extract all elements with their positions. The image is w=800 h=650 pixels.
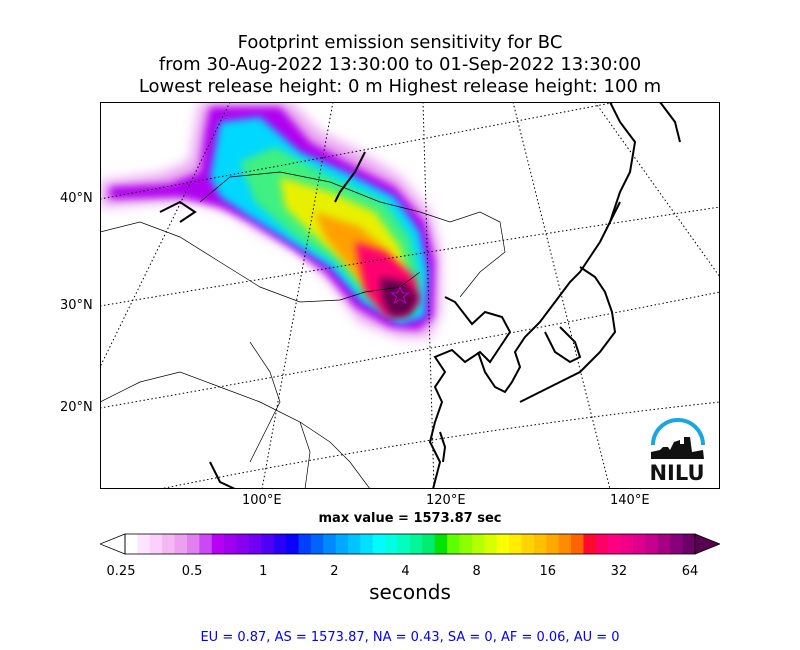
colorbar-segment bbox=[236, 534, 250, 554]
colorbar-unit-label: seconds bbox=[369, 580, 451, 604]
lat-label-20n: 20°N bbox=[60, 400, 93, 415]
colorbar-segment bbox=[533, 534, 547, 554]
colorbar-segment bbox=[496, 534, 510, 554]
colorbar-segment bbox=[248, 534, 262, 554]
colorbar-segment bbox=[521, 534, 535, 554]
colorbar-tick-label: 64 bbox=[681, 564, 699, 579]
colorbar-segment bbox=[471, 534, 485, 554]
colorbar-tick-label: 2 bbox=[330, 564, 339, 579]
country-borders bbox=[100, 171, 506, 489]
lat-label-40n: 40°N bbox=[60, 191, 93, 206]
colorbar-segment bbox=[633, 534, 646, 554]
colorbar-segment bbox=[372, 534, 386, 554]
logo-text: NILU bbox=[649, 461, 704, 485]
colorbar-segment bbox=[310, 534, 324, 554]
region-stats: EU = 0.87, AS = 1573.87, NA = 0.43, SA =… bbox=[200, 630, 620, 645]
colorbar-segment bbox=[335, 534, 349, 554]
coastlines bbox=[159, 102, 681, 489]
colorbar-tick-label: 0.25 bbox=[106, 564, 136, 579]
lat-label-30n: 30°N bbox=[60, 298, 93, 313]
colorbar-segment bbox=[645, 534, 659, 554]
nilu-logo: NILU bbox=[649, 418, 705, 485]
colorbar-segment bbox=[447, 534, 461, 554]
release-site-star-icon bbox=[390, 285, 410, 305]
colorbar-segment bbox=[410, 534, 423, 554]
colorbar-segment bbox=[385, 534, 399, 554]
colorbar-segment bbox=[397, 534, 411, 554]
colorbar-segment bbox=[509, 534, 523, 554]
colorbar-segment bbox=[571, 534, 584, 554]
colorbar-segment bbox=[620, 534, 634, 554]
colorbar-segment bbox=[360, 534, 374, 554]
colorbar bbox=[100, 533, 720, 555]
colorbar-segment bbox=[434, 534, 448, 554]
colorbar-segment bbox=[608, 534, 622, 554]
colorbar-segment bbox=[595, 534, 609, 554]
title-line-2: from 30-Aug-2022 13:30:00 to 01-Sep-2022… bbox=[158, 54, 642, 75]
colorbar-tick-label: 8 bbox=[472, 564, 481, 579]
colorbar-segment bbox=[199, 534, 213, 554]
colorbar-segment bbox=[286, 534, 299, 554]
colorbar-segment bbox=[657, 534, 671, 554]
colorbar-tick-label: 0.5 bbox=[181, 564, 203, 579]
max-value-label: max value = 1573.87 sec bbox=[318, 511, 502, 526]
colorbar-segment bbox=[137, 534, 151, 554]
colorbar-segment bbox=[670, 534, 684, 554]
colorbar-segment bbox=[422, 534, 436, 554]
colorbar-segment bbox=[558, 534, 572, 554]
graticule bbox=[100, 102, 720, 489]
colorbar-segment bbox=[224, 534, 238, 554]
colorbar-segment bbox=[211, 534, 225, 554]
colorbar-segment bbox=[583, 534, 597, 554]
title-line-1: Footprint emission sensitivity for BC bbox=[237, 32, 563, 53]
colorbar-tick-label: 4 bbox=[401, 564, 410, 579]
colorbar-tick-label: 1 bbox=[259, 564, 268, 579]
colorbar-segment bbox=[162, 534, 176, 554]
colorbar-segment bbox=[273, 534, 287, 554]
colorbar-segment bbox=[261, 534, 275, 554]
colorbar-segment bbox=[186, 534, 200, 554]
colorbar-segment bbox=[546, 534, 560, 554]
colorbar-segment bbox=[682, 534, 696, 554]
lon-label-140e: 140°E bbox=[610, 493, 650, 508]
colorbar-tick-label: 16 bbox=[539, 564, 557, 579]
colorbar-segment bbox=[174, 534, 188, 554]
colorbar-segment bbox=[484, 534, 498, 554]
lon-label-120e: 120°E bbox=[426, 493, 466, 508]
colorbar-segment bbox=[298, 534, 312, 554]
colorbar-segment bbox=[149, 534, 163, 554]
colorbar-tick-label: 32 bbox=[610, 564, 628, 579]
colorbar-over-arrow bbox=[694, 533, 720, 555]
map-panel: NILU bbox=[100, 102, 720, 489]
colorbar-segment bbox=[323, 534, 337, 554]
title-line-3: Lowest release height: 0 m Highest relea… bbox=[138, 76, 662, 97]
colorbar-segment bbox=[459, 534, 473, 554]
colorbar-segment bbox=[348, 534, 361, 554]
lon-label-100e: 100°E bbox=[242, 493, 282, 508]
colorbar-segment bbox=[125, 534, 138, 554]
colorbar-under-arrow bbox=[100, 533, 126, 555]
emission-plume bbox=[100, 102, 440, 337]
